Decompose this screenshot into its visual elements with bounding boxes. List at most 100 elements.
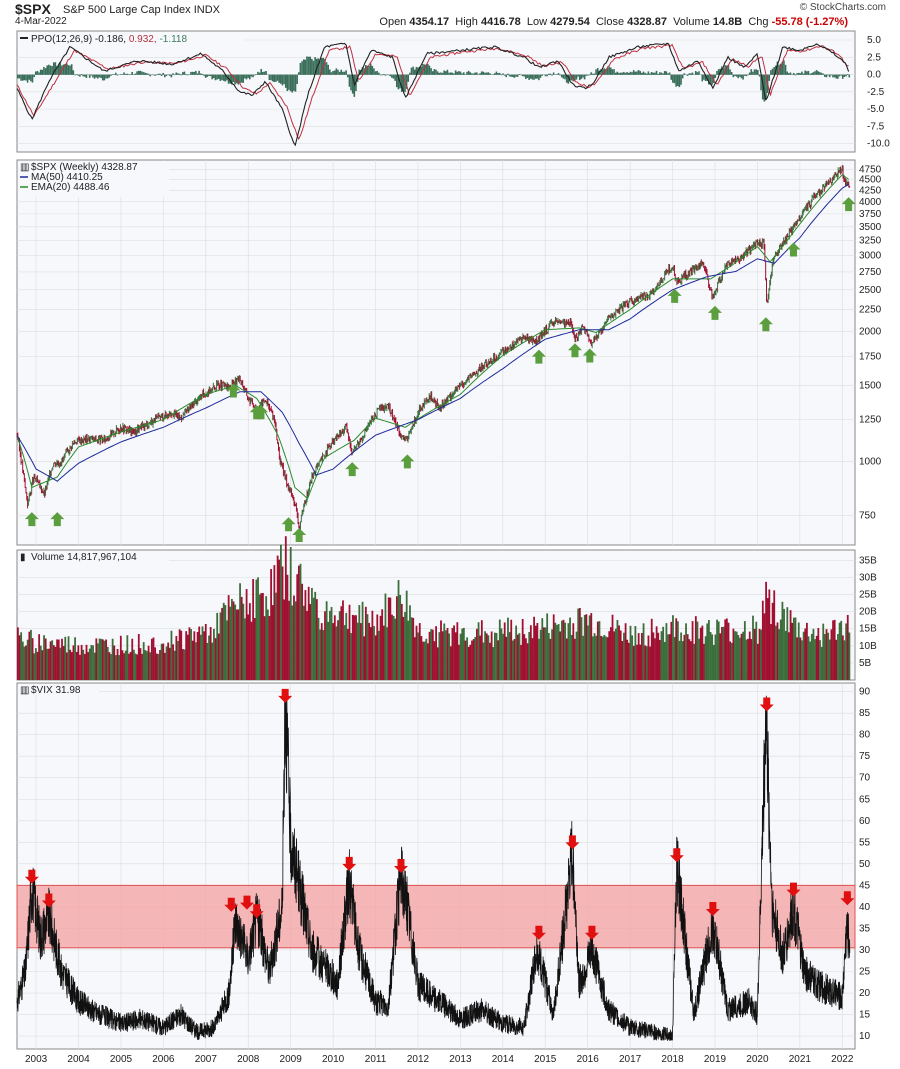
quote-summary: Open 4354.17 High 4416.78 Low 4279.54 Cl… [379,16,848,28]
volume-bar [26,639,29,680]
ppo-histogram-bar [634,71,637,75]
volume-bar [531,638,534,680]
ppo-histogram-bar [20,74,22,81]
down-arrow-icon [759,697,774,712]
volume-bar [605,636,607,680]
volume-bar [636,644,638,680]
volume-bar [658,639,661,680]
volume-bar [30,629,32,680]
ppo-histogram-bar [652,72,655,75]
ppo-histogram-bar [154,74,156,76]
volume-bar [43,635,45,680]
volume-bar [178,629,181,680]
volume-bar [116,648,119,680]
up-arrow-icon [345,462,360,477]
price-y-tick: 750 [859,510,876,521]
ppo-histogram-bar [132,74,135,75]
volume-bar [662,626,665,680]
volume-bar [443,623,446,680]
ppo-histogram-bar [330,72,333,75]
down-arrow-icon [584,925,599,940]
volume-bar [467,646,470,680]
volume-bar [404,611,406,680]
ppo-histogram-bar [781,61,784,75]
volume-bar [242,603,245,680]
volume-bar [668,634,671,680]
volume-bar [788,632,790,680]
ppo-histogram-bar [286,74,289,92]
ppo-histogram-bar [216,74,218,80]
volume-bar [627,642,630,680]
volume-bar [209,627,212,680]
volume-panel: 5B 10B 15B 20B 25B 30B 35B ▮ Volume 14,817,967,1… [16,536,877,681]
ppo-histogram-bar [100,74,102,79]
ppo-histogram-bar [278,74,280,83]
ppo-histogram-bar [333,70,336,75]
volume-bar [23,646,26,680]
volume-bar [652,632,655,680]
ppo-histogram-bar [307,56,310,75]
ppo-histogram-bar [698,71,700,75]
ppo-histogram-bar [67,65,70,75]
ppo-histogram-bar [115,72,117,75]
ppo-histogram-bar [361,67,364,75]
volume-bar [812,628,815,680]
volume-bar [634,626,637,680]
ppo-histogram-bar [368,65,370,75]
volume-bar [837,634,839,680]
ppo-histogram-bar [214,74,217,81]
ppo-histogram-bar [119,74,122,75]
ppo-histogram-bar [260,68,263,75]
volume-legend-icon: ▮ [20,552,26,563]
volume-bar [270,569,273,680]
ppo-histogram-bar [299,62,302,75]
volume-bar [801,640,803,680]
ppo-histogram-bar [433,68,436,75]
ppo-histogram-bar [431,71,434,75]
ppo-histogram-bar [402,74,405,92]
volume-bar [44,638,47,680]
volume-bar [840,620,843,680]
volume-bar [758,628,761,680]
ppo-histogram-bar [515,74,517,77]
ppo-histogram-bar [342,71,344,75]
ppo-histogram-bar [521,74,524,77]
volume-bar [848,632,851,680]
volume-bar [361,601,364,680]
volume-bar [165,646,168,680]
ppo-histogram-bar [418,66,421,75]
ppo-histogram-bar [729,69,731,75]
vix-y-tick: 65 [859,794,871,805]
ppo-histogram-bar [471,73,473,75]
ppo-histogram-bar [85,74,88,79]
volume-bar [802,631,805,680]
ppo-histogram-bar [742,74,744,80]
ppo-histogram-bar [183,71,186,75]
volume-bar [642,623,645,680]
volume-bar [51,640,54,680]
volume-bar [766,598,769,680]
ppo-histogram-bar [196,73,199,75]
volume-bar [255,579,258,680]
ppo-histogram-bar [498,72,501,75]
volume-bar [727,622,730,680]
ppo-histogram-bar [779,63,782,75]
ppo-histogram-bar [438,72,441,75]
ppo-histogram-bar [423,64,426,75]
volume-bar [449,646,452,680]
volume-y-tick: 35B [859,555,877,566]
volume-bar [79,654,81,680]
volume-bar [454,632,457,680]
volume-bar [761,600,764,680]
ppo-histogram-bar [88,74,91,78]
ppo-histogram-bar [585,74,588,76]
ppo-histogram-bar [190,71,192,75]
volume-bar [621,641,624,680]
volume-bar [100,638,103,680]
volume-bar [31,638,34,680]
ppo-histogram-bar [240,74,243,83]
volume-bar [810,633,813,680]
ppo-histogram-bar [435,69,437,75]
ppo-histogram-bar [520,74,522,76]
ppo-histogram-bar [627,73,630,75]
